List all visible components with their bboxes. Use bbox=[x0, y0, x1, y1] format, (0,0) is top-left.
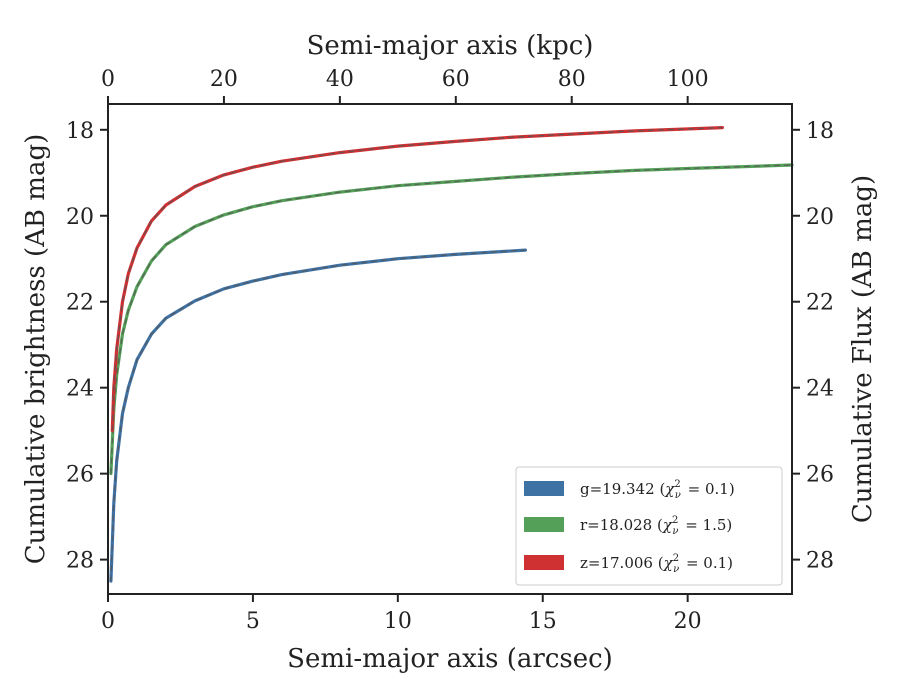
y-tick-label: 22 bbox=[66, 291, 94, 316]
legend-swatch-r bbox=[524, 517, 564, 532]
legend-box bbox=[515, 466, 783, 586]
y2-tick-label: 28 bbox=[806, 549, 834, 574]
y-axis-label: Cumulative brightness (AB mag) bbox=[21, 134, 51, 565]
y2-axis-label: Cumulative Flux (AB mag) bbox=[848, 175, 878, 523]
x2-tick-label: 80 bbox=[558, 67, 586, 92]
model-fit-line-1 bbox=[110, 164, 793, 474]
y2-tick-label: 24 bbox=[806, 377, 834, 402]
y-tick-label: 28 bbox=[66, 549, 94, 574]
x2-tick-label: 60 bbox=[442, 67, 470, 92]
y-tick-label: 26 bbox=[66, 463, 94, 488]
x-tick-label: 20 bbox=[674, 609, 702, 634]
y2-tick-label: 20 bbox=[806, 205, 834, 230]
x-tick-label: 15 bbox=[529, 609, 557, 634]
y2-tick-label: 22 bbox=[806, 291, 834, 316]
y-tick-label: 18 bbox=[66, 119, 94, 144]
x-axis-label: Semi-major axis (arcsec) bbox=[287, 644, 613, 674]
x2-tick-label: 40 bbox=[326, 67, 354, 92]
series-layer bbox=[109, 125, 794, 583]
x2-tick-label: 0 bbox=[101, 67, 115, 92]
y-tick-label: 24 bbox=[66, 377, 94, 402]
tick-layer: 0 5 10 15 20 0 20 40 60 80 100 18 18 20 20 22 22 24 24 26 26… bbox=[66, 67, 834, 634]
x-tick-label: 0 bbox=[101, 609, 115, 634]
legend: g=19.342 (χ2 ν = 0.1) r=18.028 (χ2 ν = 1.5… bbox=[515, 466, 783, 586]
y-tick-label: 20 bbox=[66, 205, 94, 230]
x2-axis-label: Semi-major axis (kpc) bbox=[307, 31, 594, 61]
y2-tick-label: 18 bbox=[806, 119, 834, 144]
plot-frame bbox=[107, 103, 793, 595]
x2-tick-label: 100 bbox=[667, 67, 709, 92]
legend-swatch-z bbox=[524, 555, 564, 570]
legend-swatch-g bbox=[524, 481, 564, 496]
x-tick-label: 10 bbox=[384, 609, 412, 634]
model-fit-line-0 bbox=[110, 249, 526, 582]
y2-tick-label: 26 bbox=[806, 463, 834, 488]
x2-tick-label: 20 bbox=[210, 67, 238, 92]
legend-entry-z: z=17.006 (χ2 ν = 0.1) bbox=[580, 553, 733, 575]
legend-entry-g: g=19.342 (χ2 ν = 0.1) bbox=[580, 479, 735, 501]
x-tick-label: 5 bbox=[246, 609, 260, 634]
legend-entry-r: r=18.028 (χ2 ν = 1.5) bbox=[580, 515, 732, 537]
model-fit-line-2 bbox=[111, 126, 723, 431]
